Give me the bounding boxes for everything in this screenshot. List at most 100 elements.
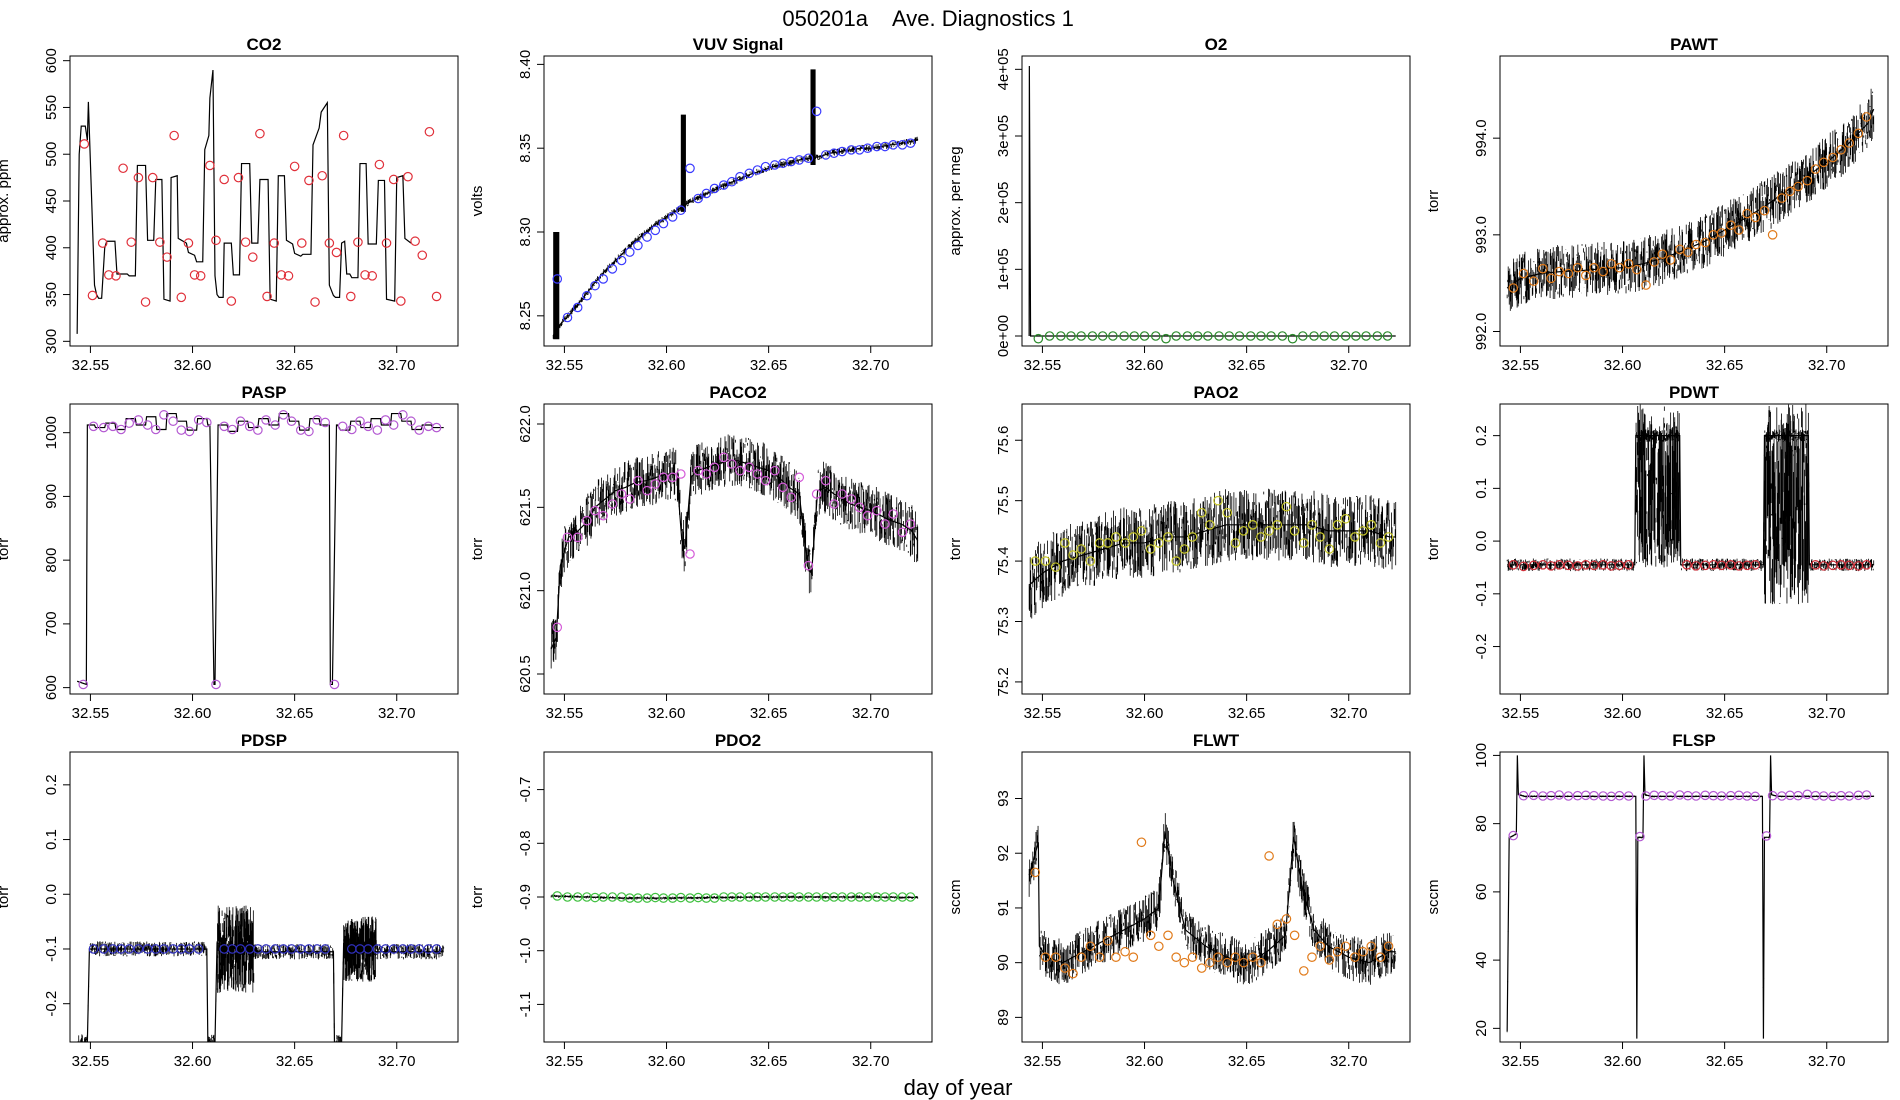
x-tick-label-pdo2: 32.60	[648, 1053, 686, 1070]
marker-paco2	[552, 622, 563, 633]
y-axis-label-o2: approx. per meg	[947, 146, 964, 255]
marker-vuv-signal	[701, 188, 712, 199]
marker-flwt	[1179, 957, 1190, 968]
marker-vuv-signal	[667, 212, 678, 222]
marker-paco2	[676, 469, 686, 479]
marker-co2	[147, 172, 158, 183]
x-tick-label-flsp: 32.65	[1706, 1053, 1744, 1070]
y-tick-label-vuv-signal: 8.25	[517, 301, 534, 330]
marker-pasp	[304, 426, 314, 437]
marker-pasp	[312, 415, 322, 425]
marker-paco2	[811, 489, 822, 499]
panel-o2: O2 approx. per meg 32.55 32.60 32.65 32.70 0e+…	[947, 35, 1411, 374]
marker-pao2	[1128, 532, 1139, 542]
marker-co2	[388, 174, 399, 185]
marker-flsp	[1734, 790, 1744, 801]
marker-pdo2	[905, 892, 916, 902]
panel-title-paco2: PACO2	[709, 383, 766, 402]
marker-pasp	[78, 679, 89, 690]
marker-co2	[410, 236, 420, 247]
marker-pawt	[1563, 268, 1574, 279]
marker-flwt	[1050, 952, 1061, 962]
y-tick-label-pasp: 700	[43, 611, 60, 636]
marker-paco2	[590, 505, 600, 516]
marker-co2	[155, 237, 165, 247]
series-noise-vuv-signal	[552, 136, 919, 339]
marker-pawt	[1632, 264, 1642, 275]
marker-pawt	[1793, 181, 1803, 192]
marker-o2	[1076, 331, 1087, 341]
marker-pao2	[1154, 538, 1164, 548]
plot-frame-pao2	[1021, 403, 1411, 695]
marker-pasp	[270, 420, 281, 430]
y-tick-label-paco2: 621.5	[517, 489, 534, 527]
marker-co2	[396, 296, 406, 306]
marker-co2	[255, 128, 265, 139]
marker-pao2	[1120, 538, 1130, 548]
marker-vuv-signal	[837, 146, 847, 157]
marker-paco2	[642, 485, 652, 496]
marker-pao2	[1272, 520, 1283, 530]
marker-pao2	[1136, 526, 1147, 536]
marker-flwt	[1340, 941, 1351, 952]
marker-pdwt	[1614, 560, 1625, 571]
marker-pasp	[244, 421, 255, 432]
panel-co2: CO2 approx. ppm 32.55 32.60 32.65 32.70 300 350…	[0, 35, 459, 374]
y-tick-label-pawt: 992.0	[1473, 313, 1490, 351]
marker-flwt	[1068, 968, 1078, 979]
marker-paco2	[888, 509, 898, 519]
marker-pasp	[211, 679, 221, 690]
marker-pawt	[1528, 276, 1539, 287]
panel-title-pasp: PASP	[241, 383, 286, 402]
marker-co2	[269, 238, 280, 248]
marker-pasp	[133, 415, 144, 425]
series-line-vuv-signal	[552, 139, 918, 337]
marker-paco2	[769, 465, 780, 476]
x-tick-label-pao2: 32.70	[1330, 705, 1368, 722]
y-tick-label-pao2: 75.3	[995, 607, 1012, 636]
y-tick-label-pdwt: -0.2	[1473, 634, 1490, 660]
y-tick-label-o2: 4e+05	[995, 48, 1012, 90]
marker-co2	[381, 238, 392, 248]
y-tick-label-co2: 350	[43, 282, 60, 307]
plot-frame-pasp	[69, 403, 459, 695]
marker-flwt	[1094, 952, 1105, 962]
x-tick-label-pasp: 32.70	[378, 705, 416, 722]
marker-flwt	[1060, 963, 1070, 973]
y-tick-label-pdo2: -0.8	[517, 830, 534, 856]
marker-pdo2	[572, 892, 583, 902]
marker-o2	[1171, 331, 1181, 341]
plot-area-pasp	[76, 410, 444, 690]
marker-pasp	[124, 418, 135, 428]
plot-frame-pawt	[1499, 55, 1889, 347]
y-tick-label-co2: 600	[43, 48, 60, 73]
marker-o2	[1033, 333, 1044, 344]
y-tick-label-pdwt: -0.1	[1473, 581, 1490, 607]
marker-pasp	[347, 424, 357, 435]
marker-paco2	[718, 452, 729, 463]
x-tick-label-flsp: 32.60	[1604, 1053, 1642, 1070]
marker-pdo2	[598, 892, 609, 902]
y-axis-label-pasp: torr	[0, 538, 12, 561]
marker-o2	[1266, 331, 1276, 341]
marker-vuv-signal	[552, 274, 563, 284]
marker-pdo2	[552, 891, 563, 901]
x-tick-label-flsp: 32.55	[1502, 1053, 1540, 1070]
marker-co2	[118, 163, 128, 174]
marker-o2	[1066, 331, 1076, 341]
markers-pasp	[78, 410, 442, 690]
marker-flsp	[1623, 791, 1634, 801]
marker-flwt	[1120, 946, 1130, 957]
series-line-flsp	[1506, 755, 1874, 1039]
y-tick-label-co2: 550	[43, 95, 60, 120]
marker-pawt	[1554, 266, 1565, 277]
panel-title-pdwt: PDWT	[1669, 383, 1720, 402]
plot-area-pao2	[1028, 488, 1397, 619]
marker-flwt	[1145, 930, 1156, 941]
marker-flsp	[1528, 790, 1539, 801]
marker-pawt	[1785, 186, 1795, 197]
marker-co2	[79, 139, 90, 149]
marker-vuv-signal	[590, 280, 600, 291]
marker-flwt	[1171, 952, 1181, 962]
